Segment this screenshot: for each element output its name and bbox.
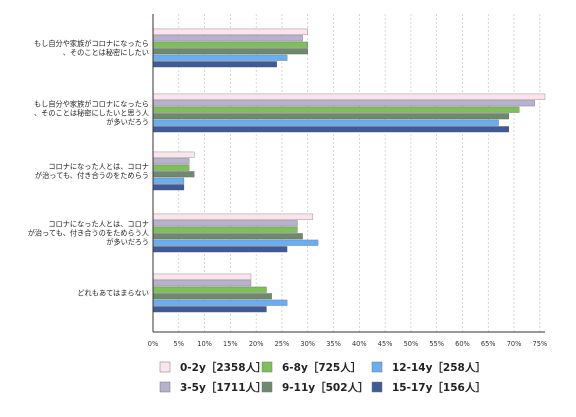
bar — [152, 158, 190, 165]
category-label: もし自分や家族がコロナになったら、そのことは秘密にしたい — [34, 39, 149, 57]
x-tick-label: 5% — [174, 340, 184, 348]
legend-label: 15-17y［156人］ — [392, 381, 486, 394]
legend-swatch — [371, 361, 383, 373]
x-tick-label: 45% — [378, 340, 393, 348]
bar — [152, 35, 303, 42]
bar — [152, 28, 308, 35]
bar — [152, 119, 499, 126]
bar — [152, 100, 535, 107]
legend-item: 12-14y［258人］ — [371, 361, 486, 374]
bar — [152, 48, 308, 55]
category-label-line: もし自分や家族がコロナになったら — [34, 100, 149, 109]
x-tick-labels: 0% 5% 10% 15% 20% 25% 30% 35% 40% 45% 50% 55% 60% 65%… — [148, 340, 547, 348]
x-tick-label: 70% — [507, 340, 522, 348]
bar — [152, 213, 314, 220]
bar — [152, 239, 319, 246]
bar — [152, 273, 252, 280]
legend-item: 15-17y［156人］ — [371, 381, 486, 394]
category-label-line: どれもあてはまらない — [77, 289, 149, 298]
category-label-line: が治っても、付き合うのをためらう — [35, 171, 149, 180]
x-tick-label: 15% — [223, 340, 238, 348]
bar — [152, 226, 298, 233]
category-label-line: が治っても、付き合うのをためらう人 — [28, 229, 149, 238]
category-label-line: コロナになった人とは、コロナ — [48, 220, 149, 229]
category-label-line: 、そのことは秘密にしたい — [63, 48, 149, 57]
bar — [152, 113, 510, 120]
legend-label: 0-2y［2358人］ — [180, 361, 267, 374]
x-tick-label: 20% — [249, 340, 264, 348]
category-label: どれもあてはまらない — [77, 289, 149, 298]
x-tick-label: 75% — [533, 340, 548, 348]
bar — [152, 177, 185, 184]
bar — [152, 41, 308, 48]
legend-label: 12-14y［258人］ — [392, 361, 486, 374]
bar — [152, 171, 195, 178]
legend-swatch — [261, 381, 273, 393]
x-tick-label: 10% — [197, 340, 212, 348]
axes — [152, 14, 545, 333]
category-label-line: 、そのことは秘密にしたいと思う人 — [34, 109, 149, 118]
bar — [152, 126, 510, 133]
bar — [152, 280, 252, 287]
x-tick-label: 55% — [429, 340, 444, 348]
bar — [152, 293, 272, 300]
x-tick-label: 60% — [455, 340, 470, 348]
bar — [152, 184, 185, 191]
legend-item: 9-11y［502人］ — [261, 381, 369, 394]
bar — [152, 151, 195, 158]
legend-item: 0-2y［2358人］ — [159, 361, 267, 374]
bar — [152, 286, 267, 293]
x-tick-label: 0% — [148, 340, 158, 348]
bar — [152, 246, 288, 253]
bar — [152, 61, 277, 68]
legend-label: 3-5y［1711人］ — [180, 381, 267, 394]
x-tick-label: 50% — [404, 340, 419, 348]
legend-swatch — [371, 381, 383, 393]
x-tick-label: 40% — [352, 340, 367, 348]
bar — [152, 220, 298, 227]
bar — [152, 306, 267, 313]
legend-label: 6-8y［725人］ — [282, 361, 361, 374]
bar — [152, 106, 520, 113]
x-tick-label: 25% — [275, 340, 290, 348]
legend-item: 3-5y［1711人］ — [159, 381, 267, 394]
bar — [152, 299, 288, 306]
x-tick-label: 30% — [300, 340, 315, 348]
bars — [152, 28, 546, 313]
bar — [152, 54, 288, 61]
legend-swatch — [261, 361, 273, 373]
category-label-line: が多いだろう — [106, 238, 149, 247]
category-label-line: コロナになった人とは、コロナ — [48, 162, 149, 171]
x-tick-label: 65% — [481, 340, 496, 348]
legend-item: 6-8y［725人］ — [261, 361, 361, 374]
bar — [152, 93, 546, 100]
x-tick-label: 35% — [326, 340, 341, 348]
bar — [152, 164, 190, 171]
category-labels: もし自分や家族がコロナになったら、そのことは秘密にしたいもし自分や家族がコロナに… — [28, 39, 149, 298]
legend-label: 9-11y［502人］ — [282, 381, 369, 394]
legend: 0-2y［2358人］ 3-5y［1711人］ 6-8y［725人］ 9-11y［50… — [159, 361, 486, 394]
legend-swatch — [159, 361, 171, 373]
category-label-line: が多いだろう — [106, 118, 149, 127]
bar — [152, 233, 303, 240]
category-label-line: もし自分や家族がコロナになったら — [34, 39, 149, 48]
legend-swatch — [159, 381, 171, 393]
